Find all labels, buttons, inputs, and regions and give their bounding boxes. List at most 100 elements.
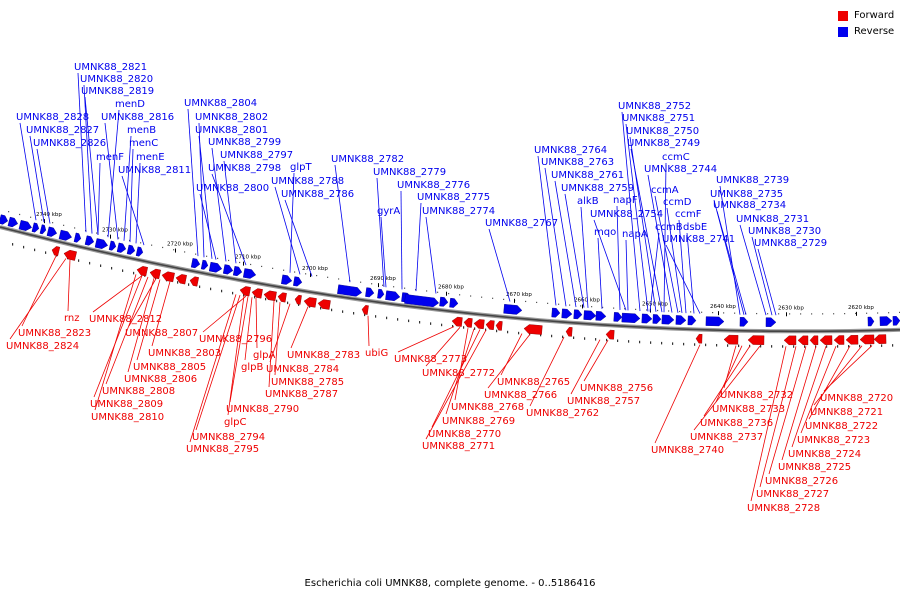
reverse-gene-label[interactable]: UMNK88_2802 bbox=[195, 112, 268, 123]
forward-gene-label[interactable]: UMNK88_2769 bbox=[442, 416, 515, 427]
reverse-gene-label[interactable]: UMNK88_2734 bbox=[713, 200, 786, 211]
reverse-gene-label[interactable]: UMNK88_2735 bbox=[710, 189, 783, 200]
forward-gene-label[interactable]: UMNK88_2762 bbox=[526, 408, 599, 419]
reverse-gene-label[interactable]: UMNK88_2798 bbox=[208, 163, 281, 174]
forward-gene-label[interactable]: UMNK88_2737 bbox=[690, 432, 763, 443]
reverse-gene-arrow[interactable] bbox=[18, 220, 33, 232]
reverse-gene-label[interactable]: UMNK88_2739 bbox=[716, 175, 789, 186]
reverse-gene-label[interactable]: ccmB bbox=[655, 222, 683, 233]
forward-gene-arrow[interactable] bbox=[263, 290, 277, 302]
forward-gene-arrow[interactable] bbox=[605, 329, 615, 340]
forward-gene-arrow[interactable] bbox=[51, 246, 61, 257]
forward-gene-label[interactable]: UMNK88_2810 bbox=[91, 412, 164, 423]
forward-gene-arrow[interactable] bbox=[845, 335, 859, 345]
reverse-gene-arrow[interactable] bbox=[0, 214, 9, 226]
reverse-gene-label[interactable]: UMNK88_2804 bbox=[184, 98, 257, 109]
reverse-gene-arrow[interactable] bbox=[58, 229, 73, 242]
forward-gene-arrow[interactable] bbox=[523, 324, 543, 335]
reverse-gene-label[interactable]: UMNK88_2811 bbox=[118, 165, 191, 176]
forward-gene-arrow[interactable] bbox=[451, 316, 463, 327]
forward-gene-label[interactable]: UMNK88_2795 bbox=[186, 444, 259, 455]
forward-gene-label[interactable]: UMNK88_2796 bbox=[199, 334, 272, 345]
forward-gene-arrow[interactable] bbox=[317, 299, 331, 310]
forward-gene-label[interactable]: UMNK88_2766 bbox=[484, 390, 557, 401]
forward-gene-arrow[interactable] bbox=[485, 320, 495, 331]
forward-gene-arrow[interactable] bbox=[277, 292, 287, 303]
reverse-gene-arrow[interactable] bbox=[377, 288, 385, 299]
forward-gene-label[interactable]: UMNK88_2785 bbox=[271, 377, 344, 388]
forward-gene-label[interactable]: UMNK88_2805 bbox=[133, 362, 206, 373]
forward-gene-arrow[interactable] bbox=[239, 286, 251, 297]
forward-gene-arrow[interactable] bbox=[859, 334, 875, 345]
reverse-gene-label[interactable]: glpT bbox=[290, 162, 312, 173]
forward-gene-arrow[interactable] bbox=[136, 265, 148, 277]
forward-gene-arrow[interactable] bbox=[873, 334, 887, 344]
reverse-gene-arrow[interactable] bbox=[613, 312, 623, 322]
reverse-gene-label[interactable]: UMNK88_2797 bbox=[220, 150, 293, 161]
reverse-gene-arrow[interactable] bbox=[293, 276, 303, 287]
forward-gene-label[interactable]: UMNK88_2794 bbox=[192, 432, 265, 443]
reverse-gene-arrow[interactable] bbox=[739, 317, 749, 327]
reverse-gene-arrow[interactable] bbox=[7, 216, 19, 228]
forward-gene-label[interactable]: UMNK88_2732 bbox=[720, 390, 793, 401]
forward-gene-arrow[interactable] bbox=[723, 334, 739, 345]
forward-gene-label[interactable]: UMNK88_2808 bbox=[102, 386, 175, 397]
reverse-gene-label[interactable]: UMNK88_2776 bbox=[397, 180, 470, 191]
reverse-gene-arrow[interactable] bbox=[867, 316, 875, 327]
forward-gene-label[interactable]: UMNK88_2784 bbox=[266, 364, 339, 375]
reverse-gene-arrow[interactable] bbox=[503, 304, 523, 315]
forward-gene-label[interactable]: UMNK88_2771 bbox=[422, 441, 495, 452]
forward-gene-label[interactable]: UMNK88_2757 bbox=[567, 396, 640, 407]
reverse-gene-arrow[interactable] bbox=[652, 314, 662, 324]
forward-gene-arrow[interactable] bbox=[819, 335, 833, 345]
reverse-gene-label[interactable]: UMNK88_2767 bbox=[485, 218, 558, 229]
forward-gene-arrow[interactable] bbox=[809, 335, 819, 345]
forward-gene-label[interactable]: UMNK88_2773 bbox=[394, 354, 467, 365]
reverse-gene-label[interactable]: UMNK88_2754 bbox=[590, 209, 663, 220]
forward-gene-label[interactable]: UMNK88_2756 bbox=[580, 383, 653, 394]
forward-gene-arrow[interactable] bbox=[251, 288, 263, 299]
forward-gene-label[interactable]: UMNK88_2790 bbox=[226, 404, 299, 415]
reverse-gene-arrow[interactable] bbox=[84, 235, 95, 247]
reverse-gene-label[interactable]: UMNK88_2750 bbox=[626, 126, 699, 137]
reverse-gene-arrow[interactable] bbox=[404, 294, 440, 308]
forward-gene-arrow[interactable] bbox=[695, 333, 703, 344]
forward-gene-arrow[interactable] bbox=[303, 297, 317, 308]
reverse-gene-arrow[interactable] bbox=[190, 258, 201, 269]
forward-gene-label[interactable]: UMNK88_2783 bbox=[287, 350, 360, 361]
reverse-gene-arrow[interactable] bbox=[208, 261, 223, 273]
reverse-gene-arrow[interactable] bbox=[108, 240, 117, 251]
reverse-gene-label[interactable]: UMNK88_2828 bbox=[16, 112, 89, 123]
reverse-gene-arrow[interactable] bbox=[551, 307, 561, 318]
forward-gene-label[interactable]: UMNK88_2726 bbox=[765, 476, 838, 487]
forward-gene-arrow[interactable] bbox=[797, 335, 809, 346]
forward-gene-label[interactable]: UMNK88_2733 bbox=[712, 404, 785, 415]
reverse-gene-arrow[interactable] bbox=[765, 317, 777, 327]
reverse-gene-arrow[interactable] bbox=[281, 274, 293, 286]
forward-gene-arrow[interactable] bbox=[473, 319, 485, 330]
reverse-gene-label[interactable]: UMNK88_2744 bbox=[644, 164, 717, 175]
forward-gene-label[interactable]: UMNK88_2807 bbox=[125, 328, 198, 339]
forward-gene-arrow[interactable] bbox=[783, 335, 797, 346]
reverse-gene-label[interactable]: UMNK88_2749 bbox=[627, 138, 700, 149]
reverse-gene-label[interactable]: UMNK88_2751 bbox=[622, 113, 695, 124]
forward-gene-label[interactable]: UMNK88_2770 bbox=[428, 429, 501, 440]
reverse-gene-arrow[interactable] bbox=[439, 296, 449, 307]
reverse-gene-arrow[interactable] bbox=[365, 287, 375, 298]
forward-gene-label[interactable]: UMNK88_2721 bbox=[810, 407, 883, 418]
reverse-gene-label[interactable]: UMNK88_2761 bbox=[551, 170, 624, 181]
reverse-gene-label[interactable]: menE bbox=[136, 152, 165, 163]
forward-gene-label[interactable]: UMNK88_2768 bbox=[451, 402, 524, 413]
forward-gene-label[interactable]: UMNK88_2806 bbox=[124, 374, 197, 385]
forward-gene-label[interactable]: UMNK88_2787 bbox=[265, 389, 338, 400]
reverse-gene-arrow[interactable] bbox=[31, 222, 40, 233]
reverse-gene-arrow[interactable] bbox=[232, 266, 243, 277]
reverse-gene-label[interactable]: UMNK88_2729 bbox=[754, 238, 827, 249]
reverse-gene-label[interactable]: UMNK88_2779 bbox=[373, 167, 446, 178]
reverse-gene-label[interactable]: UMNK88_2827 bbox=[26, 125, 99, 136]
reverse-gene-arrow[interactable] bbox=[126, 244, 136, 255]
forward-gene-label[interactable]: UMNK88_2740 bbox=[651, 445, 724, 456]
reverse-gene-label[interactable]: UMNK88_2821 bbox=[74, 62, 147, 73]
forward-gene-label[interactable]: glpB bbox=[241, 362, 263, 373]
forward-gene-arrow[interactable] bbox=[161, 271, 175, 283]
